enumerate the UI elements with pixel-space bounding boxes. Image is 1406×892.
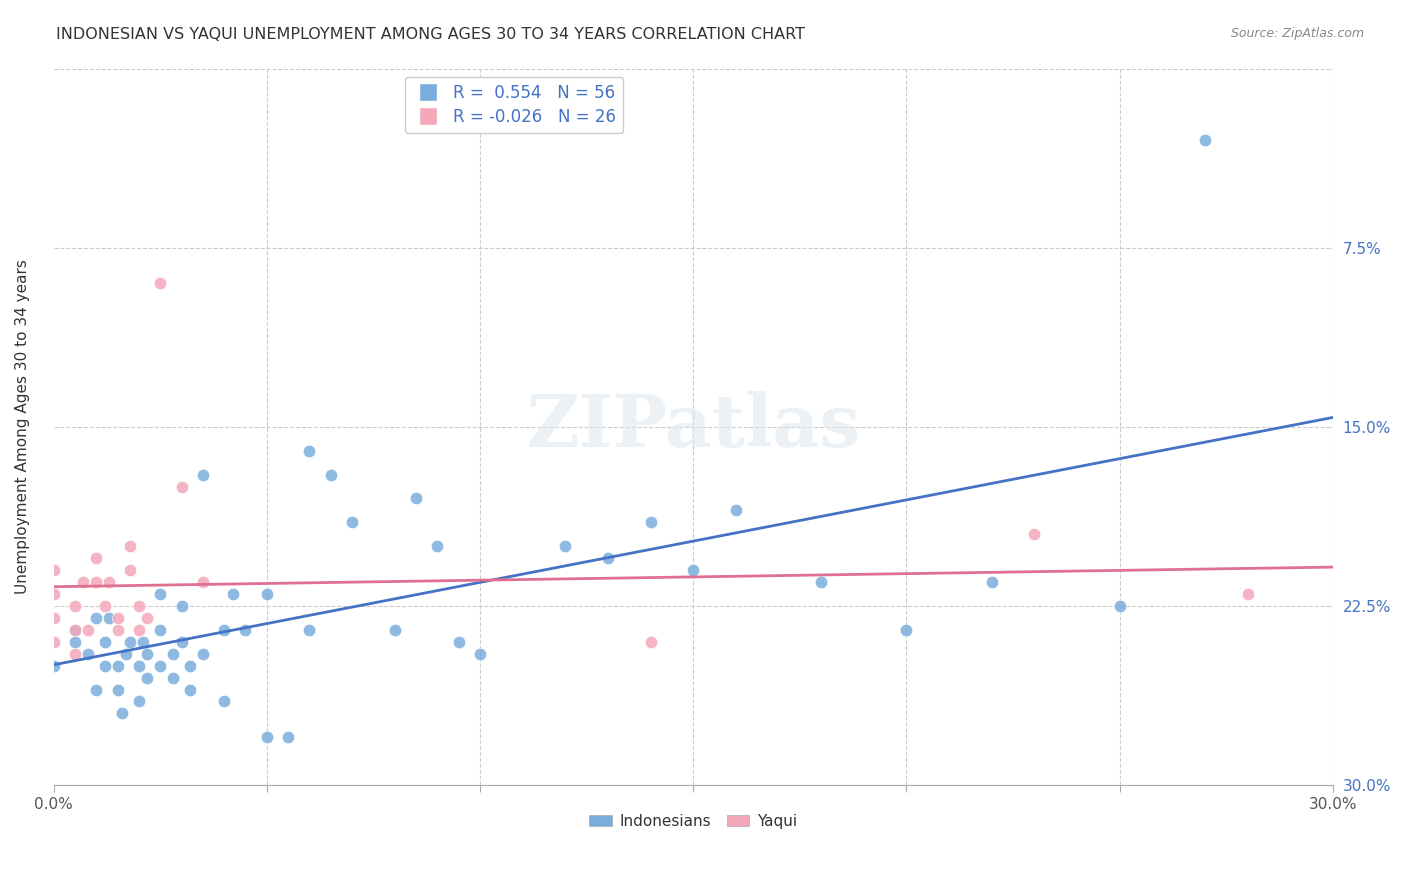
Point bbox=[340, 516, 363, 530]
Point bbox=[132, 634, 155, 648]
Point bbox=[162, 647, 184, 661]
Point bbox=[179, 682, 201, 697]
Point bbox=[42, 634, 65, 648]
Point bbox=[1194, 133, 1216, 147]
Point bbox=[162, 671, 184, 685]
Point bbox=[554, 539, 576, 553]
Point bbox=[149, 623, 172, 637]
Point bbox=[212, 694, 235, 708]
Point bbox=[191, 575, 214, 590]
Point bbox=[149, 658, 172, 673]
Point bbox=[640, 516, 662, 530]
Point bbox=[128, 623, 150, 637]
Y-axis label: Unemployment Among Ages 30 to 34 years: Unemployment Among Ages 30 to 34 years bbox=[15, 260, 30, 594]
Point bbox=[980, 575, 1002, 590]
Point bbox=[1236, 587, 1258, 601]
Point bbox=[42, 658, 65, 673]
Point bbox=[298, 623, 321, 637]
Point bbox=[111, 706, 134, 721]
Point bbox=[1024, 527, 1046, 541]
Point bbox=[222, 587, 245, 601]
Point bbox=[107, 611, 129, 625]
Point bbox=[107, 682, 129, 697]
Point bbox=[136, 611, 159, 625]
Point bbox=[42, 587, 65, 601]
Point bbox=[128, 658, 150, 673]
Point bbox=[682, 563, 704, 577]
Point bbox=[810, 575, 832, 590]
Point bbox=[170, 599, 193, 613]
Point bbox=[277, 731, 299, 745]
Point bbox=[256, 731, 278, 745]
Point bbox=[98, 575, 121, 590]
Point bbox=[405, 491, 427, 506]
Point bbox=[94, 658, 117, 673]
Point bbox=[149, 277, 172, 291]
Point bbox=[42, 563, 65, 577]
Point bbox=[136, 671, 159, 685]
Point bbox=[98, 611, 121, 625]
Point bbox=[94, 599, 117, 613]
Point bbox=[72, 575, 94, 590]
Point bbox=[120, 539, 142, 553]
Point bbox=[1108, 599, 1130, 613]
Point bbox=[128, 694, 150, 708]
Point bbox=[256, 587, 278, 601]
Point bbox=[63, 623, 86, 637]
Point bbox=[149, 587, 172, 601]
Point bbox=[384, 623, 406, 637]
Point bbox=[115, 647, 138, 661]
Point bbox=[319, 467, 342, 482]
Point bbox=[170, 479, 193, 493]
Legend: Indonesians, Yaqui: Indonesians, Yaqui bbox=[583, 807, 803, 835]
Point bbox=[76, 623, 98, 637]
Text: Source: ZipAtlas.com: Source: ZipAtlas.com bbox=[1230, 27, 1364, 40]
Point bbox=[426, 539, 449, 553]
Point bbox=[63, 634, 86, 648]
Point bbox=[596, 551, 619, 566]
Point bbox=[63, 599, 86, 613]
Point bbox=[136, 647, 159, 661]
Point bbox=[76, 647, 98, 661]
Text: ZIPatlas: ZIPatlas bbox=[526, 392, 860, 462]
Point bbox=[120, 563, 142, 577]
Point bbox=[63, 647, 86, 661]
Point bbox=[107, 658, 129, 673]
Point bbox=[724, 503, 747, 517]
Point bbox=[212, 623, 235, 637]
Point bbox=[235, 623, 257, 637]
Point bbox=[84, 551, 107, 566]
Point bbox=[468, 647, 491, 661]
Point bbox=[179, 658, 201, 673]
Point bbox=[120, 634, 142, 648]
Point bbox=[63, 623, 86, 637]
Point bbox=[94, 634, 117, 648]
Point bbox=[84, 611, 107, 625]
Point bbox=[191, 647, 214, 661]
Point bbox=[447, 634, 470, 648]
Point bbox=[128, 599, 150, 613]
Point bbox=[298, 443, 321, 458]
Point bbox=[896, 623, 918, 637]
Point bbox=[84, 682, 107, 697]
Point bbox=[191, 467, 214, 482]
Point bbox=[42, 611, 65, 625]
Text: INDONESIAN VS YAQUI UNEMPLOYMENT AMONG AGES 30 TO 34 YEARS CORRELATION CHART: INDONESIAN VS YAQUI UNEMPLOYMENT AMONG A… bbox=[56, 27, 806, 42]
Point bbox=[107, 623, 129, 637]
Point bbox=[170, 634, 193, 648]
Point bbox=[640, 634, 662, 648]
Point bbox=[84, 575, 107, 590]
